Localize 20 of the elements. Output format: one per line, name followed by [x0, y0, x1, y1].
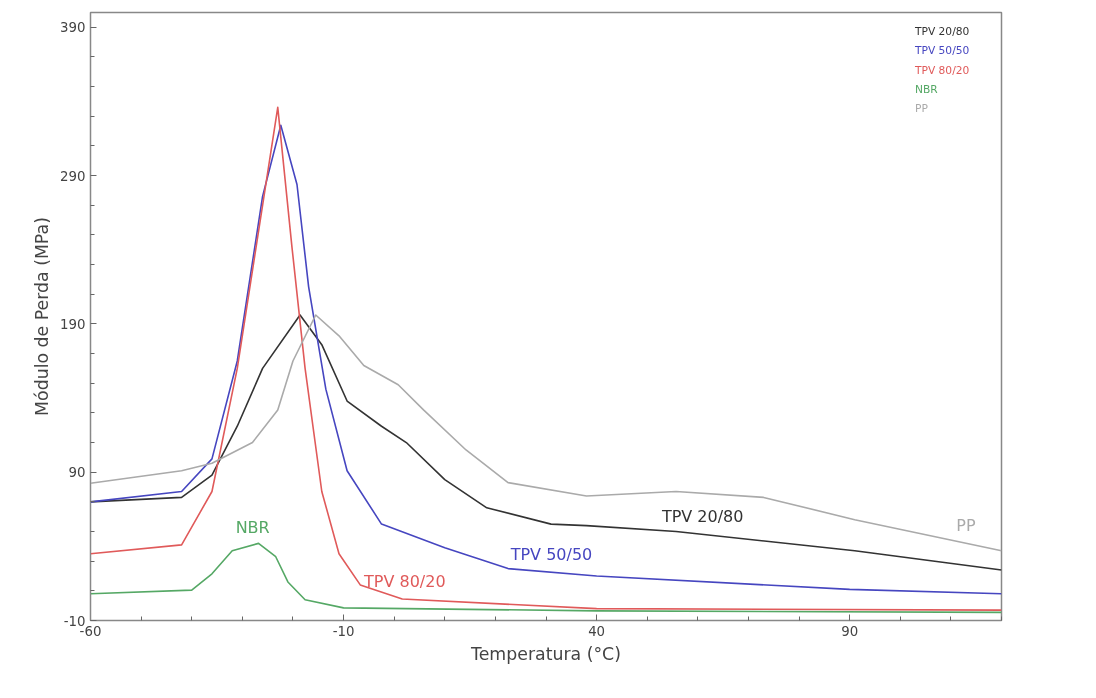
text: NBR — [914, 83, 939, 97]
y-tick-label: 390 — [60, 20, 86, 36]
annotation: PP — [956, 516, 976, 536]
y-tick-label: 290 — [60, 168, 86, 184]
annotation: TPV 20/80 — [660, 507, 744, 527]
x-tick-label: 40 — [588, 623, 606, 639]
annotation: TPV 80/20 — [363, 572, 446, 592]
text: PP — [914, 102, 929, 116]
x-axis-title: Temperatura (°C) — [470, 643, 621, 664]
y-tick-label: 90 — [68, 465, 86, 481]
annotation: TPV 50/50 — [509, 545, 593, 565]
x-tick-label: -10 — [332, 623, 355, 639]
y-axis-title: Módulo de Perda (MPa) — [32, 217, 53, 416]
text: TPV 20/80 — [913, 24, 970, 38]
text: TPV 80/20 — [913, 63, 970, 77]
y-tick-label: 190 — [60, 316, 86, 332]
text: TPV 50/50 — [913, 44, 970, 58]
annotation: NBR — [235, 518, 270, 538]
x-tick-label: 90 — [841, 623, 859, 639]
line-series — [90, 542, 1002, 614]
